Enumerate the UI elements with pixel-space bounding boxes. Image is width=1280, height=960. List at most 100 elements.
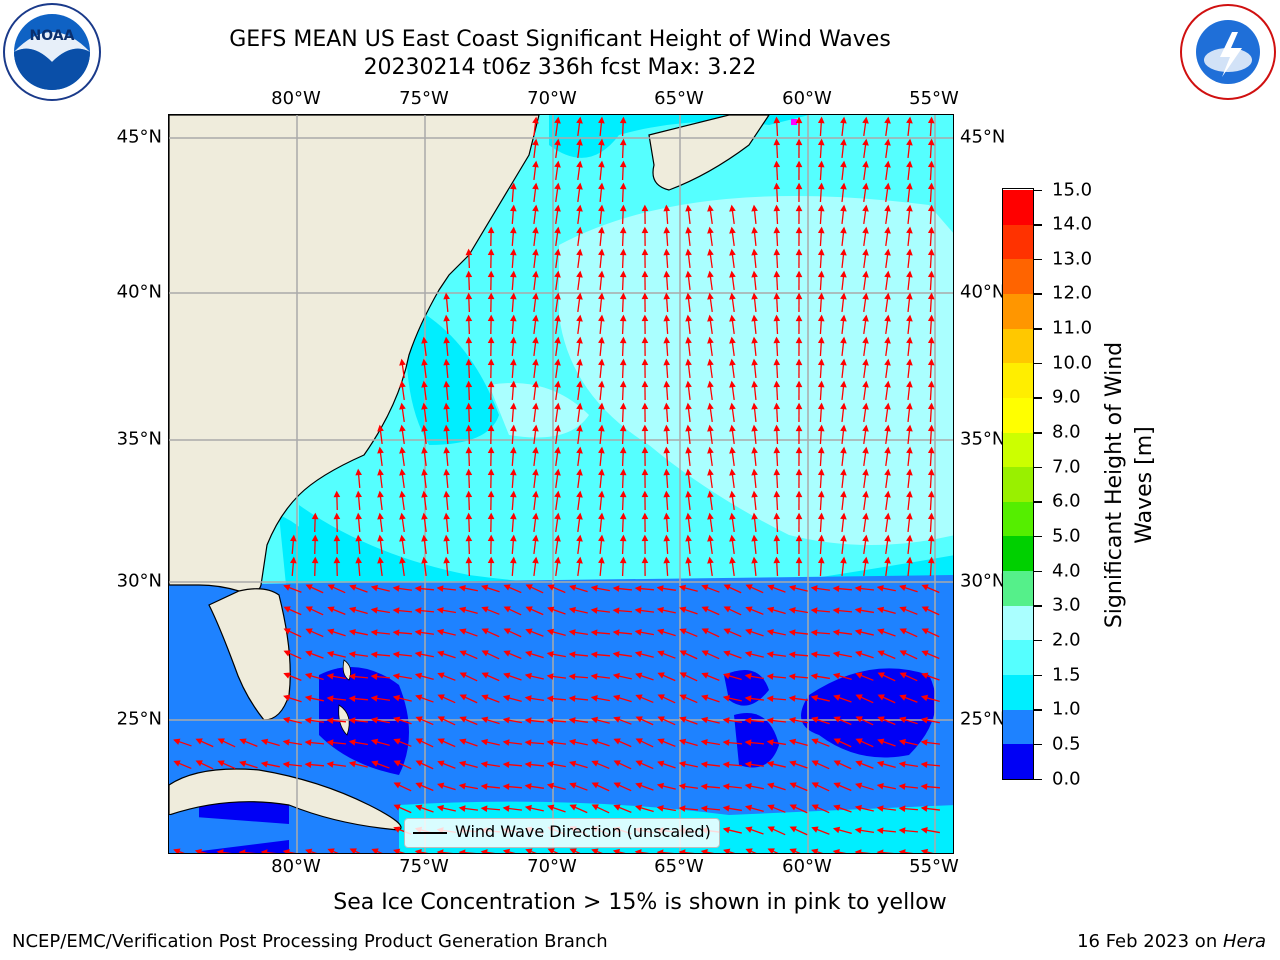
arrow-head (282, 848, 290, 853)
arrow-head (532, 380, 539, 388)
arrow-head (927, 380, 935, 388)
arrow-head (811, 738, 819, 745)
arrow-head (392, 629, 400, 636)
arrow-head (524, 672, 532, 680)
arrow-head (393, 782, 401, 789)
arrow-head (701, 650, 709, 657)
arrow-head (729, 534, 736, 542)
arrow-head (767, 584, 775, 591)
arrow-head (773, 468, 781, 476)
arrow-head (906, 226, 913, 234)
arrow-head (685, 248, 692, 256)
arrow-head (532, 292, 539, 300)
arrow-head (613, 760, 621, 767)
arrow-head (613, 694, 621, 702)
arrow-head (635, 782, 643, 789)
arrow-head (884, 424, 891, 432)
arrow-head (290, 534, 297, 542)
arrow-head (568, 606, 576, 614)
arrow-head (678, 760, 686, 768)
arrow-head (392, 694, 400, 702)
colorbar-tick-label: 6.0 (1052, 490, 1081, 512)
arrow-head (458, 849, 466, 853)
arrow-head (663, 204, 671, 212)
arrow-head (524, 695, 532, 702)
arrow-head (707, 336, 714, 344)
arrow-head (326, 650, 335, 658)
arrow-head (795, 380, 803, 388)
arrow-head (906, 534, 913, 542)
arrow-head (700, 716, 709, 724)
arrow-head (862, 160, 869, 168)
arrow-head (619, 336, 627, 344)
arrow-head (613, 716, 621, 723)
arrow-head (751, 248, 758, 256)
arrow-head (921, 672, 929, 679)
arrow-head (811, 782, 819, 789)
colorbar-segment (1003, 258, 1033, 294)
arrow-head (854, 827, 862, 834)
arrow-head (437, 782, 445, 790)
arrow-head (795, 556, 803, 564)
arrow-head (370, 584, 379, 592)
arrow-head (766, 717, 774, 724)
arrow-head (862, 226, 869, 234)
arrow-head (657, 628, 665, 636)
arrow-head (480, 805, 488, 812)
lon-tick-bottom: 70°W (527, 856, 577, 877)
arrow-head (443, 380, 450, 388)
arrow-head (898, 783, 906, 790)
arrow-head (443, 292, 450, 300)
arrow-head (656, 606, 664, 614)
colorbar-segment (1003, 397, 1033, 433)
arrow-head (598, 358, 605, 366)
arrow-head (701, 606, 709, 613)
arrow-head (773, 424, 781, 432)
arrow-head (663, 402, 671, 410)
colorbar-tick-label: 11.0 (1052, 317, 1093, 339)
arrow-head (795, 512, 803, 520)
arrow-head (532, 160, 539, 168)
arrow-head (370, 629, 378, 636)
arrow-head (524, 783, 532, 790)
arrow-head (811, 716, 819, 723)
arrow-head (811, 760, 819, 767)
arrow-head (311, 512, 319, 520)
arrow-head (568, 673, 576, 680)
arrow-head (840, 402, 847, 410)
arrow-head (348, 739, 356, 746)
arrow-head (877, 650, 885, 657)
arrow-head (679, 694, 687, 701)
arrow-head (832, 848, 840, 853)
arrow-head (509, 204, 517, 212)
arrow-head (927, 314, 935, 322)
arrow-head (751, 512, 758, 520)
arrow-head (795, 314, 803, 322)
arrow-head (817, 534, 825, 542)
arrow-head (884, 138, 891, 146)
arrow-head (554, 556, 561, 564)
arrow-head (927, 248, 935, 256)
arrow-head (663, 358, 671, 366)
arrow-head (421, 380, 428, 388)
arrow-head (729, 226, 736, 234)
arrow-head (634, 804, 643, 812)
arrow-head (685, 270, 692, 278)
arrow-head (729, 358, 736, 366)
arrow-head (884, 380, 891, 388)
arrow-head (576, 138, 583, 146)
arrow-head (810, 651, 818, 658)
arrow-head (641, 402, 649, 410)
arrow-head (751, 358, 758, 366)
arrow-head (619, 358, 627, 366)
arrow-head (840, 556, 847, 564)
arrow-head (921, 628, 929, 635)
arrow-head (862, 380, 869, 388)
arrow-head (788, 584, 797, 592)
wave-height-map (169, 115, 953, 853)
arrow-head (656, 805, 664, 812)
arrow-head (532, 204, 539, 212)
arrow-head (532, 182, 539, 190)
arrow-head (304, 672, 313, 680)
arrow-head (855, 738, 863, 745)
